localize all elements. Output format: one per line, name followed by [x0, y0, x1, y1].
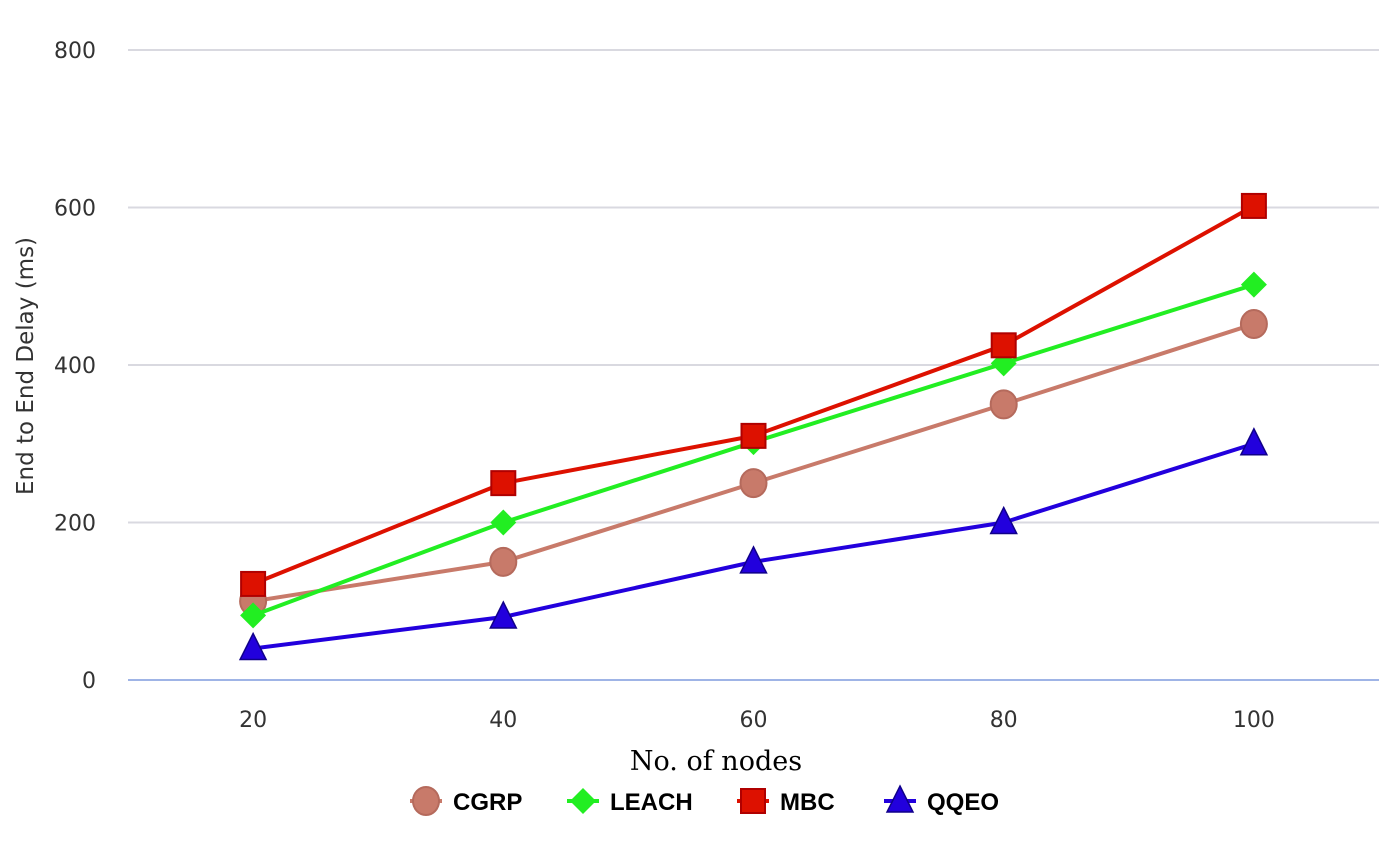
series-cgrp [239, 309, 1268, 617]
series-layer [238, 192, 1269, 661]
data-point-qqeo [1239, 427, 1269, 456]
data-point-cgrp [1239, 309, 1268, 340]
legend-marker-cgrp [412, 786, 440, 816]
legend-item-mbc: MBC [737, 788, 835, 816]
data-point-mbc [1240, 192, 1267, 219]
legend-label-qqeo: QQEO [927, 789, 999, 816]
data-point-leach [490, 509, 517, 536]
x-axis-label: No. of nodes [630, 746, 802, 777]
data-point-qqeo [238, 631, 268, 661]
y-tick-label: 0 [82, 669, 96, 694]
data-point-mbc [240, 570, 267, 597]
x-axis-ticks: 20 40 60 80 100 [239, 708, 1275, 733]
data-point-mbc [990, 332, 1017, 359]
legend-label-mbc: MBC [780, 789, 835, 816]
data-point-leach [1240, 271, 1267, 298]
series-line-mbc [252, 204, 1255, 586]
x-tick-label: 60 [740, 708, 768, 733]
x-tick-label: 20 [239, 708, 267, 733]
legend-item-cgrp: CGRP [410, 786, 522, 816]
grid-lines [128, 49, 1379, 681]
series-leach [240, 271, 1267, 629]
data-point-qqeo [989, 505, 1018, 535]
data-point-mbc [490, 470, 517, 497]
series-mbc [240, 192, 1267, 597]
data-point-cgrp [489, 546, 518, 577]
legend: CGRP LEACH MBC QQEO [410, 784, 999, 816]
y-tick-label: 200 [54, 512, 96, 537]
legend-marker-mbc [740, 788, 766, 814]
series-qqeo [238, 427, 1269, 661]
legend-item-qqeo: QQEO [884, 784, 999, 816]
y-tick-label: 800 [54, 39, 96, 64]
legend-item-leach: LEACH [567, 788, 693, 816]
x-tick-label: 80 [990, 708, 1018, 733]
data-point-qqeo [489, 600, 518, 629]
legend-marker-leach [570, 788, 596, 814]
data-point-mbc [740, 422, 767, 449]
y-axis-ticks: 0 200 400 600 800 [54, 39, 96, 694]
legend-marker-qqeo [885, 784, 915, 813]
y-tick-label: 600 [54, 197, 96, 222]
data-point-cgrp [989, 389, 1018, 420]
legend-label-leach: LEACH [610, 789, 693, 816]
data-point-cgrp [739, 468, 768, 499]
y-tick-label: 400 [54, 354, 96, 379]
x-tick-label: 40 [489, 708, 517, 733]
y-axis-label: End to End Delay (ms) [13, 237, 39, 495]
x-tick-label: 100 [1233, 708, 1275, 733]
data-point-leach [240, 602, 267, 629]
data-point-qqeo [739, 545, 768, 574]
legend-label-cgrp: CGRP [453, 789, 522, 816]
